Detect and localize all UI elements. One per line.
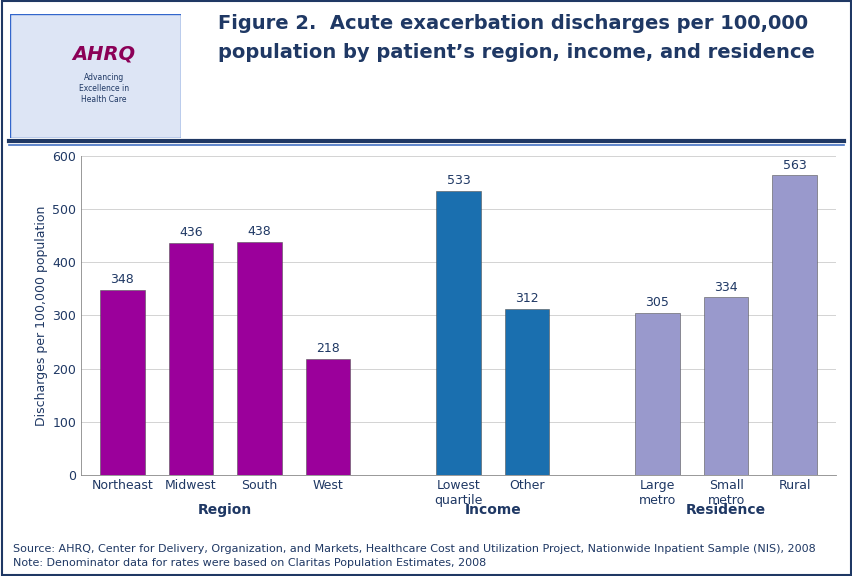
Text: Figure 2.  Acute exacerbation discharges per 100,000: Figure 2. Acute exacerbation discharges … bbox=[217, 14, 807, 33]
Text: Source: AHRQ, Center for Delivery, Organization, and Markets, Healthcare Cost an: Source: AHRQ, Center for Delivery, Organ… bbox=[13, 544, 815, 569]
Y-axis label: Discharges per 100,000 population: Discharges per 100,000 population bbox=[35, 205, 48, 426]
Text: 563: 563 bbox=[782, 158, 806, 172]
Text: 436: 436 bbox=[179, 226, 203, 239]
Bar bbox=[169, 243, 213, 475]
Text: 218: 218 bbox=[316, 342, 340, 355]
Text: 305: 305 bbox=[645, 296, 669, 309]
Text: Residence: Residence bbox=[685, 503, 765, 517]
Text: 533: 533 bbox=[446, 175, 469, 187]
Text: AHRQ: AHRQ bbox=[72, 44, 135, 63]
Bar bbox=[703, 297, 747, 475]
FancyBboxPatch shape bbox=[10, 14, 181, 138]
Text: 438: 438 bbox=[247, 225, 271, 238]
Text: Advancing
Excellence in
Health Care: Advancing Excellence in Health Care bbox=[79, 73, 129, 104]
Text: 312: 312 bbox=[515, 292, 538, 305]
Text: population by patient’s region, income, and residence: population by patient’s region, income, … bbox=[217, 43, 814, 62]
Bar bbox=[100, 290, 144, 475]
Text: 334: 334 bbox=[713, 281, 737, 294]
Text: Region: Region bbox=[198, 503, 252, 517]
Bar bbox=[772, 175, 816, 475]
Bar bbox=[504, 309, 549, 475]
Text: Income: Income bbox=[463, 503, 521, 517]
Bar bbox=[635, 313, 679, 475]
Bar bbox=[305, 359, 350, 475]
Text: 348: 348 bbox=[110, 273, 134, 286]
Bar bbox=[435, 191, 481, 475]
Bar bbox=[237, 242, 281, 475]
